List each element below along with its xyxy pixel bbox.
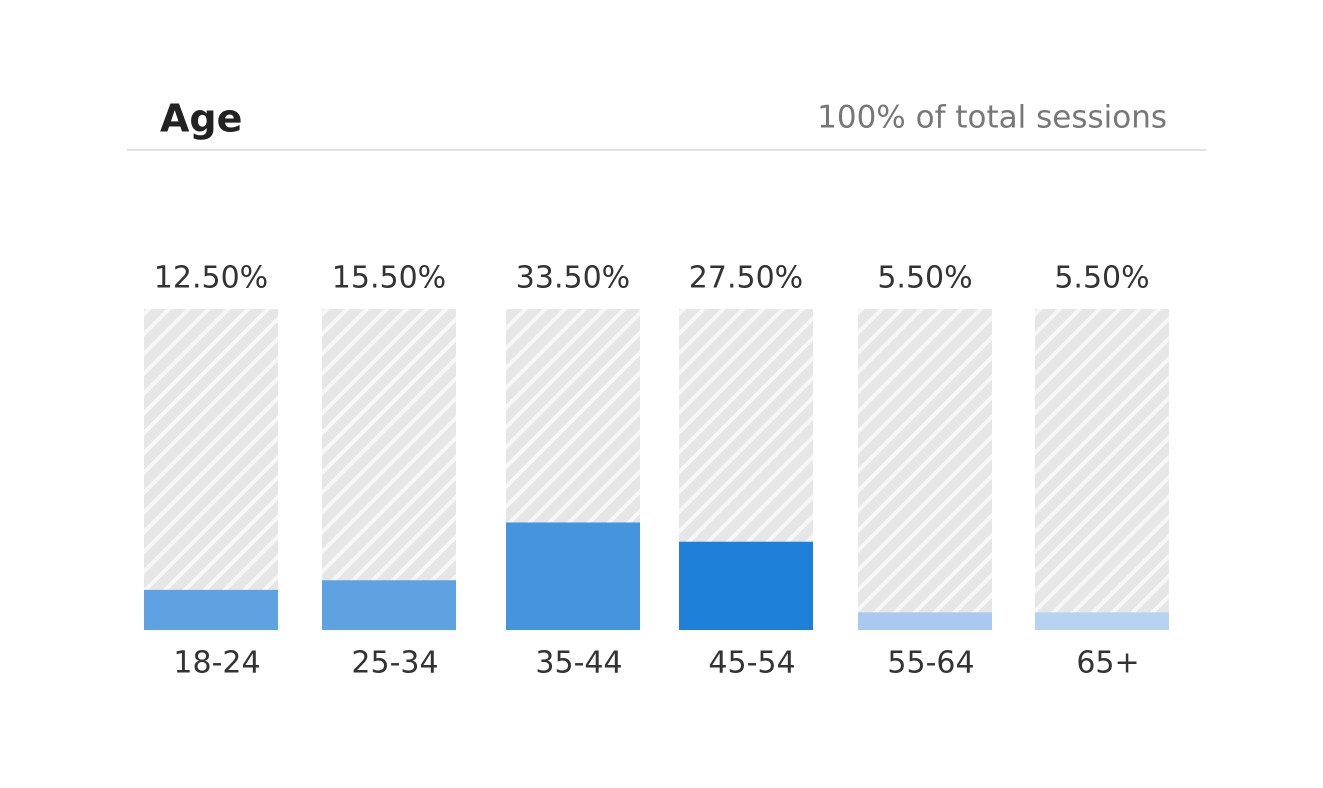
bar	[679, 541, 813, 630]
x-tick-label: 18-24	[173, 646, 260, 681]
bar-track	[144, 309, 278, 630]
chart-subtitle: 100% of total sessions	[817, 100, 1167, 136]
value-label: 5.50%	[1054, 261, 1149, 296]
bar	[1035, 612, 1169, 630]
value-label: 12.50%	[154, 261, 268, 296]
chart-title: Age	[160, 97, 242, 141]
x-tick-label: 25-34	[351, 646, 438, 681]
bar	[144, 589, 278, 630]
x-tick-label: 65+	[1076, 646, 1139, 681]
bar	[506, 522, 640, 630]
bar	[322, 580, 456, 630]
x-tick-label: 45-54	[708, 646, 795, 681]
bar	[858, 612, 992, 630]
value-label: 5.50%	[877, 261, 972, 296]
value-label: 15.50%	[332, 261, 446, 296]
bar-track	[1035, 309, 1169, 630]
value-label: 33.50%	[516, 261, 630, 296]
bar-track	[858, 309, 992, 630]
value-label: 27.50%	[689, 261, 803, 296]
x-tick-label: 55-64	[887, 646, 974, 681]
bar-track	[322, 309, 456, 630]
x-tick-label: 35-44	[535, 646, 622, 681]
